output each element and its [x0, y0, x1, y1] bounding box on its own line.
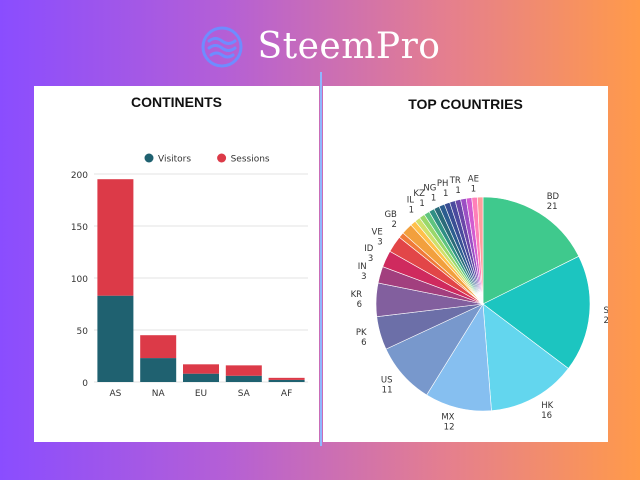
pie-label-pk: PK [356, 328, 367, 338]
x-tick-label: EU [195, 389, 207, 399]
pie-slice-hk [482, 303, 569, 411]
pie-label-ae: AE [468, 174, 479, 184]
bar-visitors-as [97, 295, 134, 382]
brand-name: SteemPro [257, 26, 441, 67]
legend-marker-visitors [144, 153, 154, 163]
bar-sessions-na [140, 335, 177, 359]
pie-label-gb: GB [384, 210, 397, 220]
bar-visitors-na [140, 358, 177, 382]
pie-label-in: IN [358, 262, 367, 272]
pie-value-kz: 1 [419, 199, 424, 209]
legend-label-sessions: Sessions [231, 155, 270, 165]
brand-header: SteemPro [0, 22, 640, 72]
pie-slice-sg [482, 255, 591, 369]
y-tick-label: 0 [82, 379, 88, 389]
continents-panel: CONTINENTS 0 50 100 150 200 Visitors Sessions A… [34, 86, 319, 442]
x-tick-label: SA [238, 389, 251, 399]
bar-sessions-eu [183, 364, 219, 374]
x-tick-label: AS [109, 389, 121, 399]
continents-title: CONTINENTS [131, 94, 222, 110]
countries-panel: TOP COUNTRIES BD21SG21HK16MX12US11PK6KR6… [323, 86, 616, 442]
pie-label-ng: NG [423, 183, 436, 193]
legend-marker-sessions [217, 153, 227, 163]
y-tick-label: 100 [71, 275, 88, 285]
x-tick-label: AF [281, 389, 292, 399]
bar-visitors-sa [225, 375, 262, 382]
panel-divider [320, 72, 322, 446]
pie-label-us: US [381, 375, 393, 385]
pie-label-bd: BD [547, 192, 560, 202]
pie-value-il: 1 [409, 206, 414, 216]
legend-label-visitors: Visitors [158, 155, 191, 165]
pie-value-hk: 16 [541, 411, 552, 421]
countries-title: TOP COUNTRIES [408, 96, 523, 112]
continents-bar-chart: 0 50 100 150 200 Visitors Sessions AS NA EU SA AF [71, 153, 308, 399]
pie-value-sg: 21 [604, 316, 609, 326]
pie-slice [477, 196, 484, 305]
pie-value-id: 3 [368, 254, 373, 264]
y-tick-label: 150 [71, 223, 88, 233]
pie-value-ph: 1 [443, 189, 448, 199]
pie-label-hk: HK [541, 401, 553, 411]
pie-value-in: 3 [361, 272, 366, 282]
pie-label-kz: KZ [413, 189, 425, 199]
pie-label-tr: TR [449, 176, 461, 186]
y-tick-label: 50 [77, 327, 89, 337]
pie-value-ng: 1 [431, 193, 436, 203]
pie-value-bd: 21 [547, 202, 558, 212]
pie-label-il: IL [407, 196, 415, 206]
bar-visitors-af [268, 379, 305, 382]
bar-sessions-as [97, 179, 134, 296]
pie-value-mx: 12 [444, 423, 455, 433]
pie-value-gb: 2 [391, 220, 396, 230]
pie-label-kr: KR [351, 290, 363, 300]
bar-sessions-sa [225, 365, 262, 376]
pie-label-id: ID [364, 244, 374, 254]
pie-label-ph: PH [437, 179, 449, 189]
x-tick-label: NA [152, 389, 166, 399]
pie-value-tr: 1 [455, 186, 460, 196]
wave-circle-icon [201, 26, 242, 68]
countries-pie-chart: BD21SG21HK16MX12US11PK6KR6IN3ID3VE3GB2IL… [351, 174, 616, 433]
pie-value-kr: 6 [357, 300, 362, 310]
bar-visitors-eu [183, 373, 219, 382]
pie-value-ae: 1 [471, 184, 476, 194]
pie-slice-bd [482, 196, 580, 305]
pie-value-us: 11 [382, 385, 393, 395]
pie-value-pk: 6 [361, 338, 366, 348]
pie-label-ve: VE [372, 227, 383, 237]
pie-label-sg: SG [604, 306, 609, 316]
pie-label-mx: MX [441, 413, 454, 423]
y-tick-label: 200 [71, 171, 88, 181]
pie-value-ve: 3 [377, 237, 382, 247]
bar-sessions-af [268, 377, 305, 380]
